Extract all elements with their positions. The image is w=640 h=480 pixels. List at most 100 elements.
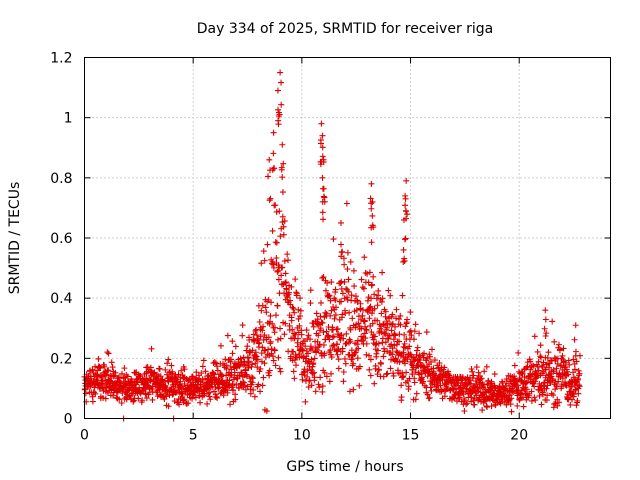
- data-point: [143, 395, 150, 402]
- data-point: [108, 359, 115, 366]
- data-point: [441, 364, 448, 371]
- x-tick-label: 5: [189, 428, 198, 444]
- data-point: [363, 340, 370, 347]
- data-point: [555, 341, 562, 348]
- data-point: [406, 343, 413, 350]
- data-point: [258, 307, 265, 314]
- data-point: [542, 332, 549, 339]
- data-point: [113, 381, 120, 388]
- data-point: [317, 313, 324, 320]
- data-point: [426, 369, 433, 376]
- data-point: [428, 387, 435, 394]
- data-point: [401, 236, 408, 243]
- data-point: [147, 377, 154, 384]
- data-point: [269, 353, 276, 360]
- data-point: [518, 370, 525, 377]
- data-point: [366, 366, 373, 373]
- data-point: [257, 365, 264, 372]
- data-point: [527, 358, 534, 365]
- data-point: [339, 290, 346, 297]
- data-point: [564, 368, 571, 375]
- y-tick-label: 0.2: [50, 351, 72, 367]
- data-point: [357, 300, 364, 307]
- data-point: [249, 361, 256, 368]
- data-point: [270, 264, 277, 271]
- data-point: [404, 316, 411, 323]
- data-point: [319, 185, 326, 192]
- data-point: [307, 336, 314, 343]
- data-point: [226, 377, 233, 384]
- data-point: [332, 297, 339, 304]
- data-point: [265, 334, 272, 341]
- data-point: [363, 351, 370, 358]
- data-point: [396, 331, 403, 338]
- data-point: [414, 347, 421, 354]
- data-point: [371, 380, 378, 387]
- data-point: [481, 368, 488, 375]
- data-point: [279, 264, 286, 271]
- data-point: [371, 291, 378, 298]
- data-point: [537, 353, 544, 360]
- data-point: [244, 383, 251, 390]
- data-point: [553, 365, 560, 372]
- data-point: [301, 366, 308, 373]
- data-point: [275, 276, 282, 283]
- data-point: [116, 396, 123, 403]
- data-point: [293, 362, 300, 369]
- data-point: [372, 341, 379, 348]
- data-point: [436, 360, 443, 367]
- data-point: [538, 362, 545, 369]
- data-point: [168, 362, 175, 369]
- data-point: [202, 368, 209, 375]
- data-point: [196, 392, 203, 399]
- data-point: [369, 212, 376, 219]
- data-point: [398, 382, 405, 389]
- data-point: [277, 69, 284, 76]
- data-point: [267, 338, 274, 345]
- data-point: [531, 333, 538, 340]
- data-point: [100, 387, 107, 394]
- data-point: [473, 364, 480, 371]
- data-point: [542, 307, 549, 314]
- data-point: [176, 401, 183, 408]
- data-point: [401, 216, 408, 223]
- data-point: [249, 375, 256, 382]
- data-point: [245, 364, 252, 371]
- data-point: [416, 353, 423, 360]
- data-point: [519, 370, 526, 377]
- data-point: [404, 211, 411, 218]
- data-point: [401, 331, 408, 338]
- data-point: [92, 390, 99, 397]
- data-point: [132, 369, 139, 376]
- data-point: [255, 381, 262, 388]
- data-point: [297, 295, 304, 302]
- data-point: [325, 332, 332, 339]
- data-point: [206, 389, 213, 396]
- data-point: [312, 388, 319, 395]
- data-point: [527, 366, 534, 373]
- data-point: [292, 331, 299, 338]
- data-point: [254, 356, 261, 363]
- data-point: [270, 165, 277, 172]
- data-point: [302, 398, 309, 405]
- data-point: [181, 366, 188, 373]
- y-tick-label: 1.2: [50, 51, 72, 67]
- data-point: [461, 407, 468, 414]
- data-point: [387, 292, 394, 299]
- data-point: [374, 371, 381, 378]
- data-point: [118, 399, 125, 406]
- data-point: [491, 371, 498, 378]
- data-point: [101, 363, 108, 370]
- data-point: [311, 355, 318, 362]
- data-point: [251, 393, 258, 400]
- data-point: [293, 290, 300, 297]
- data-point: [320, 329, 327, 336]
- data-point: [342, 340, 349, 347]
- data-point: [294, 335, 301, 342]
- data-point: [254, 364, 261, 371]
- data-point: [387, 365, 394, 372]
- data-point: [404, 356, 411, 363]
- data-point: [262, 304, 269, 311]
- data-point: [304, 367, 311, 374]
